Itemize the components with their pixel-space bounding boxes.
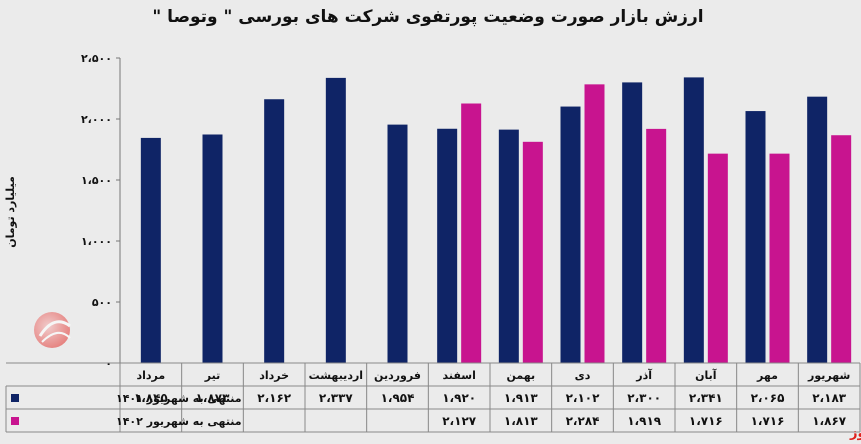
data-label: ۲،۱۸۳ — [812, 391, 847, 405]
bar-series-1 — [807, 96, 828, 363]
data-label: ۲،۱۶۲ — [257, 391, 292, 405]
data-label: ۱،۷۱۶ — [689, 414, 723, 428]
bar-series-1 — [325, 77, 346, 364]
data-label: ۱،۹۱۳ — [504, 391, 539, 405]
bar-series-1 — [437, 128, 458, 363]
category-label: خرداد — [259, 369, 289, 382]
bar-series-1 — [140, 137, 161, 363]
data-label: ۲،۱۲۷ — [442, 414, 477, 428]
bar-series-2 — [707, 153, 728, 363]
bar-series-2 — [831, 135, 852, 363]
y-tick-label: ۱،۵۰۰ — [81, 174, 112, 187]
data-table: شهریور مهر آبان آذر دی بهمن اسفند فروردین اردیبه… — [5, 362, 861, 433]
data-label: ۱،۹۵۴ — [381, 391, 415, 405]
legend-label: منتهی به شهریور ۱۴۰۱ — [116, 392, 242, 405]
category-label: تیر — [204, 369, 220, 382]
bars — [140, 77, 852, 364]
boursenews-logo — [34, 312, 71, 348]
legend-label: منتهی به شهریور ۱۴۰۲ — [116, 415, 242, 428]
category-label: بهمن — [506, 369, 535, 382]
category-label: مهر — [756, 369, 778, 382]
data-label: ۱،۸۴۵ — [134, 391, 168, 405]
y-axis-label: میلیارد تومان — [4, 176, 17, 248]
category-label: اردیبهشت — [309, 369, 363, 382]
chart-title: ارزش بازار صورت وضعیت پورتفوی شرکت های ب… — [152, 7, 703, 27]
bar-series-1 — [683, 77, 704, 363]
bar-series-1 — [264, 99, 285, 364]
data-label: ۱،۹۱۹ — [627, 414, 662, 428]
bar-series-2 — [584, 84, 605, 364]
bar-series-2 — [461, 103, 482, 364]
data-label: ۱،۹۲۰ — [442, 391, 476, 405]
bar-series-1 — [387, 124, 408, 363]
legend-swatch — [11, 417, 19, 425]
data-label: ۲،۳۰۰ — [627, 391, 661, 405]
category-label: شهریور — [807, 369, 850, 382]
data-label: ۲،۱۰۲ — [566, 391, 601, 405]
data-label: ۱،۸۷۳ — [196, 391, 231, 405]
category-label: فروردین — [374, 369, 421, 382]
data-label: ۱،۸۱۳ — [504, 414, 539, 428]
data-label: ۲،۲۸۴ — [566, 414, 600, 428]
source-label: بورس نیوز — [849, 426, 861, 441]
bar-series-1 — [745, 111, 766, 363]
y-tick-label: ۱،۰۰۰ — [81, 235, 112, 248]
category-label: مرداد — [136, 369, 165, 382]
bar-series-1 — [498, 129, 519, 363]
data-label: ۱،۸۶۷ — [812, 414, 847, 428]
y-tick-label: ۵۰۰ — [92, 296, 112, 309]
bar-series-1 — [622, 82, 643, 364]
bar-series-1 — [202, 134, 223, 363]
category-label: آذر — [635, 368, 652, 382]
data-label: ۲،۰۶۵ — [751, 391, 785, 405]
data-label: ۲،۳۴۱ — [689, 391, 723, 405]
data-label: ۱،۷۱۶ — [751, 414, 785, 428]
category-label: آبان — [695, 368, 717, 382]
data-label: ۲،۳۳۷ — [319, 391, 354, 405]
legend-swatch — [11, 394, 19, 402]
bar-series-1 — [560, 106, 581, 363]
category-label: دی — [575, 369, 591, 382]
bar-series-2 — [769, 153, 790, 363]
bar-series-2 — [646, 128, 667, 363]
bar-series-2 — [522, 141, 543, 363]
category-label: اسفند — [442, 369, 475, 382]
y-tick-label: ۲،۵۰۰ — [81, 52, 112, 65]
y-tick-label: ۲،۰۰۰ — [81, 113, 112, 126]
